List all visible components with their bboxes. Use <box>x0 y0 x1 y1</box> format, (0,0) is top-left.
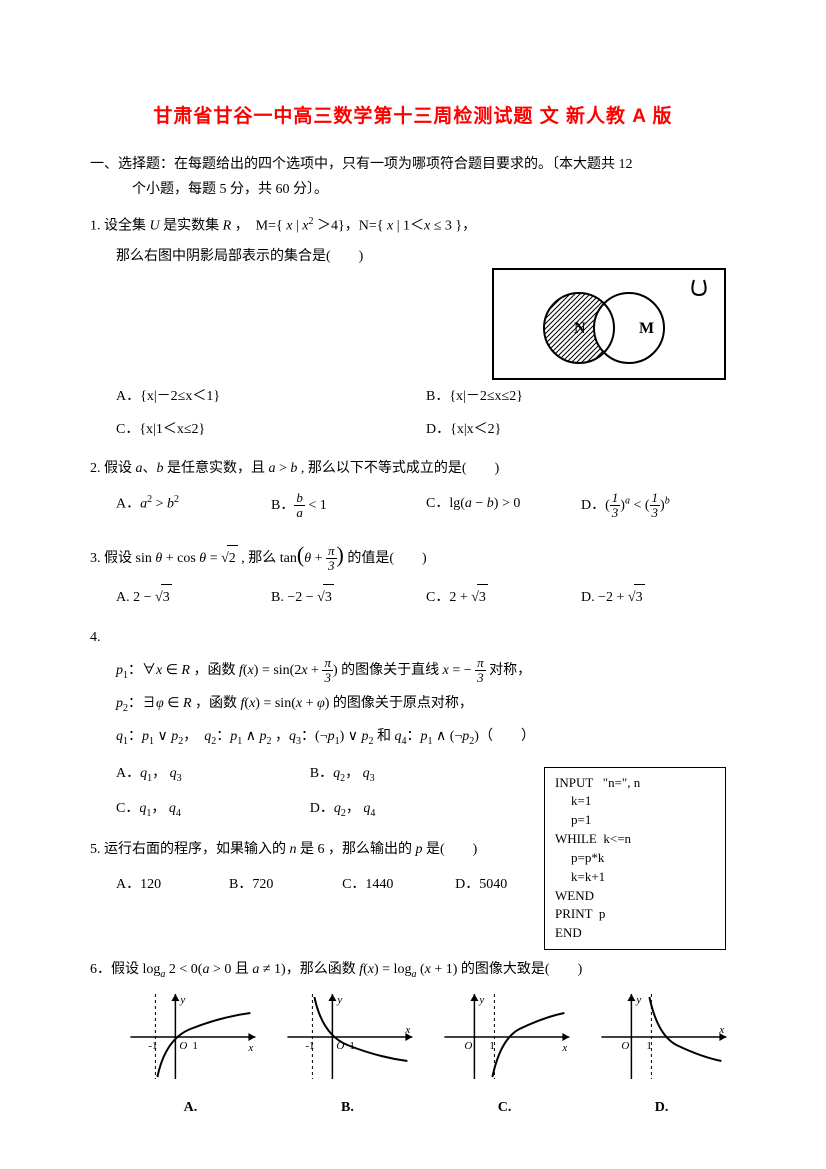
q1-opt-a: A．{x|－2≤x＜1} <box>116 380 426 413</box>
q6-graph-c: O 1 x y C. <box>430 989 579 1120</box>
q6-stem: 6．假设 loga 2 < 0(a > 0 且 a ≠ 1)，那么函数 f(x)… <box>90 957 736 984</box>
q4-qline: q1：p1 ∨ p2， q2：p1 ∧ p2 ，q3：(¬p1) ∨ p2 和 … <box>116 724 736 751</box>
code-l9: END <box>555 924 715 943</box>
code-l6: k=k+1 <box>555 868 715 887</box>
q2-opt-c: C．lg(a − b) > 0 <box>426 487 581 525</box>
svg-text:M: M <box>639 320 654 337</box>
q1-stem-b: 那么右图中阴影局部表示的集合是( ) <box>116 244 736 269</box>
section-text: 一、选择题：在每题给出的四个选项中，只有一项为哪项符合题目要求的。〔本大题共 1… <box>90 157 633 172</box>
code-l2: k=1 <box>555 792 715 811</box>
q4-opt-d: D．q2， q4 <box>310 792 504 827</box>
q2-stem: 2. 假设 a、b 是任意实数，且 a > b , 那么以下不等式成立的是( ) <box>90 456 736 481</box>
q6-graph-b: -1 O 1 x y B. <box>273 989 422 1120</box>
q4-options: A．q1， q3 B．q2， q3 C．q1， q4 D．q2， q4 <box>116 757 504 827</box>
code-l1: INPUT "n=", n <box>555 774 715 793</box>
q6-graph-a: -1 O 1 x y A. <box>116 989 265 1120</box>
svg-text:O: O <box>179 1040 187 1052</box>
exam-page: 甘肃省甘谷一中高三数学第十三周检测试题 文 新人教 A 版 一、选择题：在每题给… <box>0 0 826 1167</box>
code-l4: WHILE k<=n <box>555 830 715 849</box>
svg-text:x: x <box>562 1042 568 1054</box>
q1-opt-d: D．{x|x＜2} <box>426 413 736 446</box>
svg-text:x: x <box>404 1024 410 1036</box>
q4-p1: p1：∀x ∈ R ，函数 f(x) = sin(2x + π3) 的图像关于直… <box>116 656 736 686</box>
q6-label-a: A. <box>116 1095 265 1120</box>
q1-stem-a: 1. 设全集 U 是实数集 R ， M={ x | x2 ＞4}，N={ x |… <box>90 213 736 239</box>
svg-text:x: x <box>247 1042 253 1054</box>
q4-opt-a: A．q1， q3 <box>116 757 310 792</box>
q3-opt-b: B. −2 − √3 <box>271 580 426 614</box>
svg-text:-1: -1 <box>148 1040 157 1052</box>
question-3: 3. 假设 sin θ + cos θ = √2 , 那么 tan(θ + π3… <box>90 535 736 615</box>
q4-opt-b: B．q2， q3 <box>310 757 504 792</box>
q5-opt-c: C．1440 <box>342 868 455 901</box>
svg-text:-1: -1 <box>305 1040 314 1052</box>
svg-text:y: y <box>479 994 485 1006</box>
svg-text:N: N <box>574 320 586 337</box>
svg-text:O: O <box>622 1040 630 1052</box>
question-1: 1. 设全集 U 是实数集 R ， M={ x | x2 ＞4}，N={ x |… <box>90 213 736 446</box>
q1-opt-c: C．{x|1＜x≤2} <box>116 413 426 446</box>
q5-opt-a: A．120 <box>116 868 229 901</box>
q5-options: A．120 B．720 C．1440 D．5040 <box>116 868 568 901</box>
q3-opt-c: C．2 + √3 <box>426 580 581 614</box>
section-text-2: 个小题，每题 5 分，共 60 分〕。 <box>90 177 736 202</box>
question-2: 2. 假设 a、b 是任意实数，且 a > b , 那么以下不等式成立的是( )… <box>90 456 736 525</box>
venn-diagram: N M <box>492 268 726 380</box>
q6-label-c: C. <box>430 1095 579 1120</box>
q6-graphs: -1 O 1 x y A. -1 O 1 <box>116 989 736 1120</box>
q2-options: A．a2 > b2 B．ba < 1 C．lg(a − b) > 0 D．(13… <box>116 487 736 525</box>
q2-opt-b: B．ba < 1 <box>271 487 426 525</box>
svg-text:y: y <box>336 994 342 1006</box>
q1-options: A．{x|－2≤x＜1} B．{x|－2≤x≤2} C．{x|1＜x≤2} D．… <box>116 380 736 446</box>
q3-stem: 3. 假设 sin θ + cos θ = √2 , 那么 tan(θ + π3… <box>90 535 736 575</box>
svg-text:y: y <box>636 994 642 1006</box>
svg-text:1: 1 <box>192 1040 198 1052</box>
svg-text:1: 1 <box>647 1040 653 1052</box>
svg-text:x: x <box>719 1024 725 1036</box>
q4-p2: p2：∃φ ∈ R ，函数 f(x) = sin(x + φ) 的图像关于原点对… <box>116 691 736 718</box>
q6-label-b: B. <box>273 1095 422 1120</box>
pseudocode-box: INPUT "n=", n k=1 p=1 WHILE k<=n p=p*k k… <box>544 767 726 951</box>
svg-text:O: O <box>465 1040 473 1052</box>
q5-opt-b: B．720 <box>229 868 342 901</box>
q4-num: 4. <box>90 625 736 650</box>
q6-label-d: D. <box>587 1095 736 1120</box>
svg-text:O: O <box>336 1040 344 1052</box>
q6-graph-d: O 1 x y D. <box>587 989 736 1120</box>
section-1-head: 一、选择题：在每题给出的四个选项中，只有一项为哪项符合题目要求的。〔本大题共 1… <box>90 152 736 202</box>
q2-opt-a: A．a2 > b2 <box>116 487 271 525</box>
code-l8: PRINT p <box>555 905 715 924</box>
q3-opt-d: D. −2 + √3 <box>581 580 736 614</box>
svg-text:1: 1 <box>490 1040 496 1052</box>
question-6: 6．假设 loga 2 < 0(a > 0 且 a ≠ 1)，那么函数 f(x)… <box>90 957 736 1121</box>
q3-options: A. 2 − √3 B. −2 − √3 C．2 + √3 D. −2 + √3 <box>116 580 736 614</box>
q4-opt-c: C．q1， q4 <box>116 792 310 827</box>
venn-svg: N M <box>494 270 724 378</box>
q2-opt-d: D．(13)a < (13)b <box>581 487 736 525</box>
page-title: 甘肃省甘谷一中高三数学第十三周检测试题 文 新人教 A 版 <box>90 100 736 134</box>
code-l7: WEND <box>555 887 715 906</box>
svg-text:1: 1 <box>349 1040 355 1052</box>
q1-opt-b: B．{x|－2≤x≤2} <box>426 380 736 413</box>
code-l5: p=p*k <box>555 849 715 868</box>
q3-opt-a: A. 2 − √3 <box>116 580 271 614</box>
code-l3: p=1 <box>555 811 715 830</box>
question-5: INPUT "n=", n k=1 p=1 WHILE k<=n p=p*k k… <box>90 837 736 947</box>
svg-text:y: y <box>179 994 185 1006</box>
